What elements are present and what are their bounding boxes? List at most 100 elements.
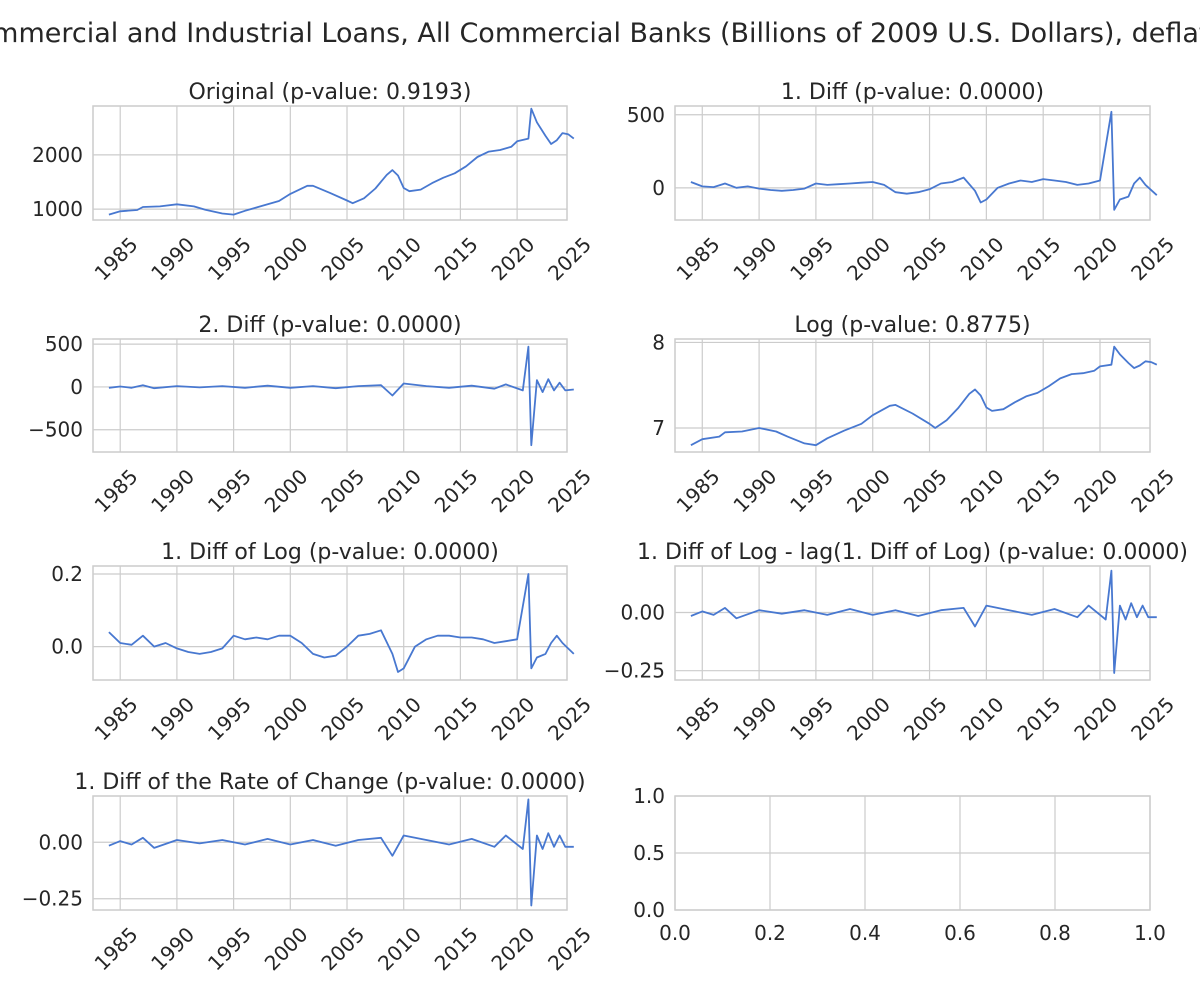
- x-tick-label: 1995: [785, 692, 838, 745]
- x-tick-label: 0.0: [659, 921, 691, 945]
- x-tick-label: 2000: [842, 464, 895, 517]
- x-tick-label: 2000: [260, 232, 313, 285]
- x-tick-label: 2025: [1126, 232, 1179, 285]
- axes-frame: [92, 795, 568, 911]
- y-tick-label: 0.00: [38, 830, 83, 854]
- x-tick-label: 2025: [543, 922, 596, 975]
- x-tick-label: 2015: [1013, 692, 1066, 745]
- plot-area: [93, 796, 567, 910]
- x-tick-label: 1990: [146, 232, 199, 285]
- subplot-title: Log (p-value: 0.8775): [794, 313, 1030, 338]
- axes-frame: [674, 105, 1151, 221]
- x-tick-label: 2015: [430, 692, 483, 745]
- y-tick-label: 500: [45, 332, 83, 356]
- y-tick-label: 8: [652, 330, 665, 354]
- x-tick-label: 2005: [316, 232, 369, 285]
- axes-frame: [674, 338, 1151, 453]
- x-tick-label: 1995: [785, 464, 838, 517]
- x-tick-label: 1995: [785, 232, 838, 285]
- x-tick-label: 1990: [146, 692, 199, 745]
- x-tick-label: 2010: [956, 464, 1009, 517]
- series-line: [690, 345, 1158, 447]
- plot-area: [675, 106, 1150, 220]
- plot-area: [675, 339, 1150, 452]
- x-tick-label: 0.2: [754, 921, 786, 945]
- x-tick-label: 2000: [260, 692, 313, 745]
- y-tick-label: 0: [652, 176, 665, 200]
- x-tick-label: 2025: [543, 464, 596, 517]
- x-tick-label: 2010: [373, 692, 426, 745]
- x-tick-label: 2010: [373, 922, 426, 975]
- subplot-7: 1985 1990 1995 2000 2005 2010 2015 2020 2025 −0.2…: [22, 770, 596, 975]
- figure-title: Commercial and Industrial Loans, All Com…: [0, 18, 1200, 49]
- plot-area: [93, 106, 567, 220]
- axes-frame: [92, 338, 568, 453]
- x-tick-label: 2005: [899, 232, 952, 285]
- x-tick-label: 2020: [486, 232, 539, 285]
- y-tick-label: 2000: [32, 143, 83, 167]
- subplot-title: 1. Diff of Log - lag(1. Diff of Log) (p-…: [637, 540, 1188, 565]
- series-line: [108, 345, 574, 447]
- subplot-4: 1985 1990 1995 2000 2005 2010 2015 2020 2025 7 8 Lo…: [652, 313, 1179, 517]
- axes-frame: [92, 565, 568, 681]
- plot-area: [675, 566, 1150, 680]
- x-tick-label: 1990: [728, 464, 781, 517]
- x-tick-label: 2020: [1069, 464, 1122, 517]
- x-tick-label: 2005: [899, 464, 952, 517]
- y-tick-label: 0.2: [51, 562, 83, 586]
- series-line: [108, 798, 574, 907]
- y-tick-label: 1000: [32, 197, 83, 221]
- y-tick-label: 1.0: [633, 784, 665, 808]
- x-tick-label: 2000: [260, 922, 313, 975]
- x-tick-label: 2025: [543, 232, 596, 285]
- x-tick-label: 2005: [316, 922, 369, 975]
- x-tick-label: 2025: [1126, 692, 1179, 745]
- x-tick-label: 2000: [842, 692, 895, 745]
- y-tick-label: 0.0: [633, 898, 665, 922]
- axes-frame: [674, 565, 1151, 681]
- subplot-2: 1985 1990 1995 2000 2005 2010 2015 2020 2025 0 500…: [627, 80, 1179, 285]
- y-tick-label: 7: [652, 416, 665, 440]
- x-tick-label: 1985: [672, 232, 725, 285]
- x-tick-label: 0.8: [1039, 921, 1071, 945]
- plot-area: [93, 566, 567, 680]
- x-tick-label: 2015: [430, 232, 483, 285]
- x-tick-label: 1985: [90, 922, 143, 975]
- x-tick-label: 1.0: [1134, 921, 1166, 945]
- y-tick-label: 0.0: [51, 635, 83, 659]
- x-tick-label: 0.6: [944, 921, 976, 945]
- subplot-6: 1985 1990 1995 2000 2005 2010 2015 2020 2025 −0.2…: [604, 540, 1188, 745]
- x-tick-label: 1985: [90, 464, 143, 517]
- x-tick-label: 2025: [543, 692, 596, 745]
- subplot-title: 1. Diff (p-value: 0.0000): [781, 80, 1044, 105]
- x-tick-label: 2010: [373, 232, 426, 285]
- x-tick-label: 1990: [146, 922, 199, 975]
- subplot-title: 1. Diff of Log (p-value: 0.0000): [161, 540, 499, 565]
- x-tick-label: 2005: [899, 692, 952, 745]
- subplot-8: 0.0 0.2 0.4 0.6 0.8 1.0 0.0 0.5 1.0: [633, 784, 1166, 945]
- y-tick-label: −0.25: [604, 659, 665, 683]
- x-tick-label: 2025: [1126, 464, 1179, 517]
- series-line: [108, 573, 575, 673]
- x-tick-label: 1995: [203, 464, 256, 517]
- x-tick-label: 2010: [956, 232, 1009, 285]
- subplot-title: Original (p-value: 0.9193): [188, 80, 471, 105]
- x-tick-label: 1995: [203, 692, 256, 745]
- series-line: [690, 569, 1157, 674]
- x-tick-label: 1985: [90, 232, 143, 285]
- x-tick-label: 2010: [956, 692, 1009, 745]
- x-tick-label: 2005: [316, 692, 369, 745]
- x-tick-label: 1995: [203, 922, 256, 975]
- x-tick-label: 2000: [260, 464, 313, 517]
- x-tick-label: 1985: [672, 692, 725, 745]
- x-tick-label: 2015: [1013, 232, 1066, 285]
- x-tick-label: 2020: [486, 464, 539, 517]
- x-tick-label: 1990: [728, 692, 781, 745]
- plot-area: [93, 339, 567, 452]
- series-line: [690, 110, 1158, 211]
- axes-frame: [92, 105, 568, 221]
- subplot-5: 1985 1990 1995 2000 2005 2010 2015 2020 2025 0.0 0…: [51, 540, 596, 745]
- x-tick-label: 1990: [728, 232, 781, 285]
- axes-frame: [674, 795, 1151, 911]
